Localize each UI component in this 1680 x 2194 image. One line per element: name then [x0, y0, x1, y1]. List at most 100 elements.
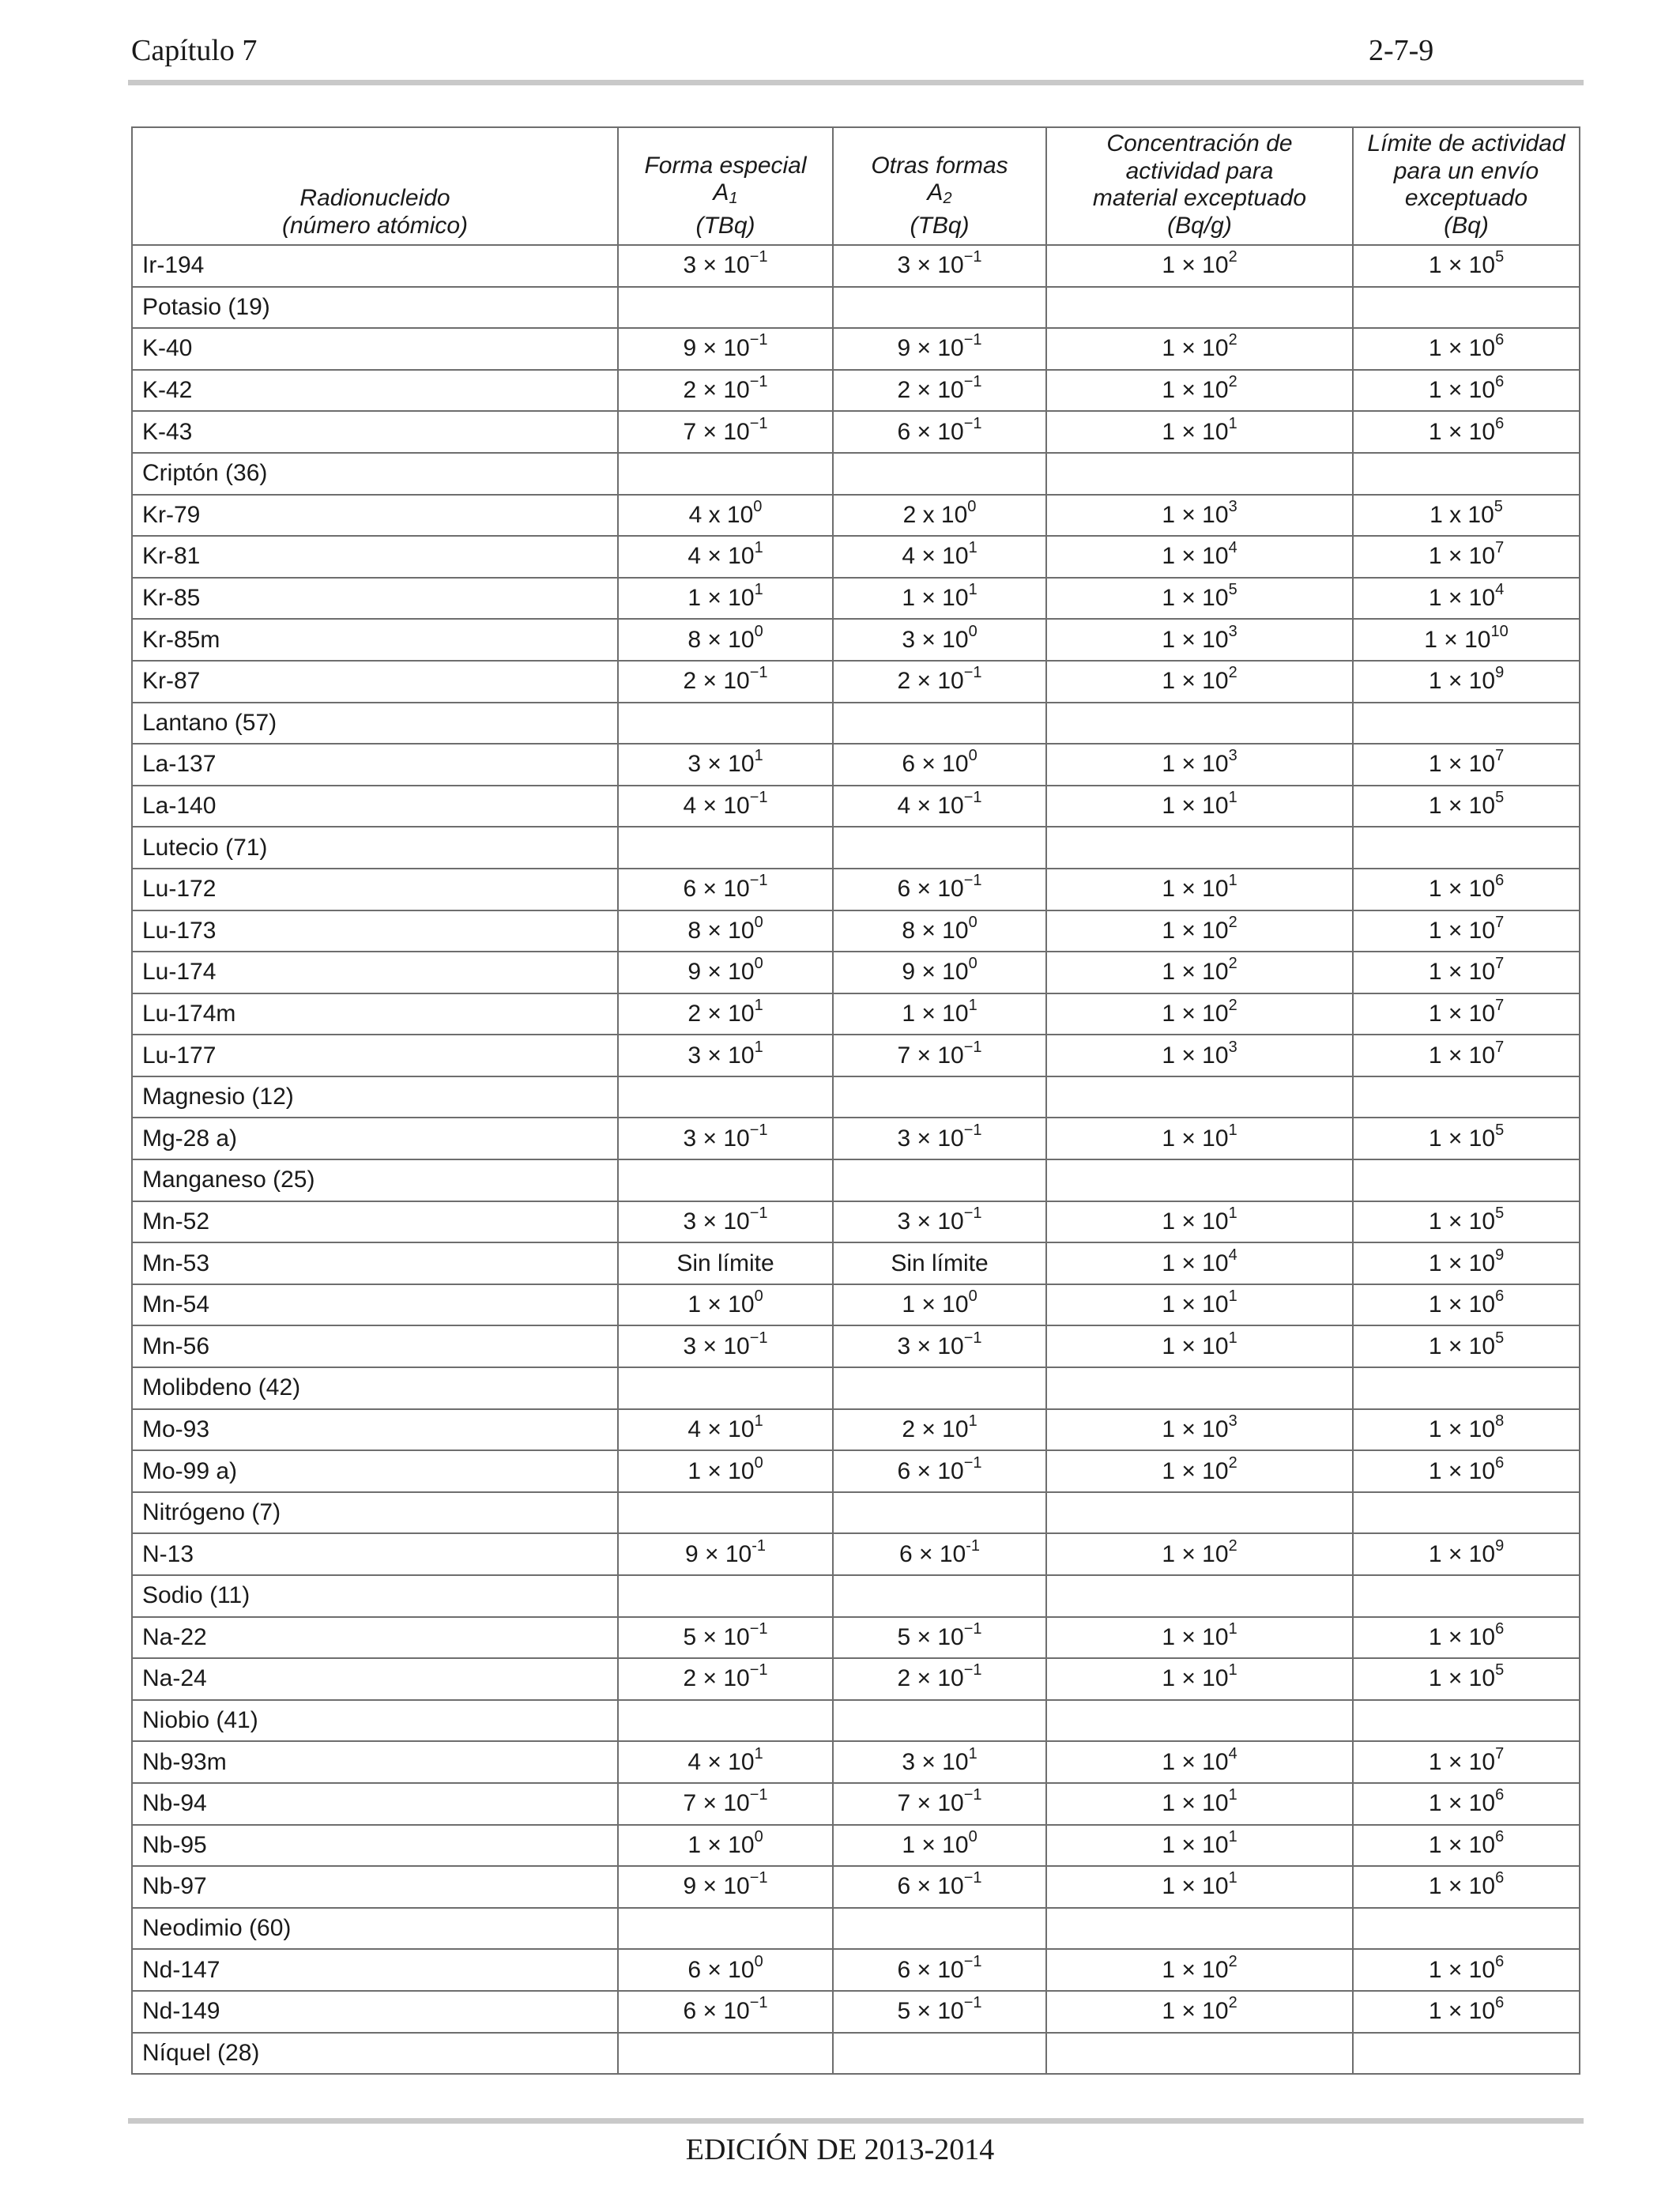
exponent: −1: [749, 872, 768, 890]
a2-cell: 9 × 10−1: [832, 327, 1047, 371]
exponent: 2: [1228, 331, 1237, 349]
a2-cell: 7 × 10−1: [832, 1781, 1047, 1826]
table-row: Mg-28 a) 3 × 10−1 3 × 10−1 1 × 101 1 × 105: [131, 1117, 1580, 1161]
a2-cell: 3 × 10−1: [832, 1200, 1047, 1244]
a2-cell: [832, 826, 1047, 869]
concentration-cell: [1045, 451, 1354, 496]
a2-cell: [832, 285, 1047, 330]
exponent: 2: [1228, 1994, 1237, 2012]
table-row: Magnesio (12): [131, 1075, 1580, 1119]
a2-cell: [832, 1906, 1047, 1951]
limit-cell: 1 × 107: [1352, 535, 1580, 579]
limit-cell: [1352, 1075, 1580, 1119]
a1-cell: 3 × 10−1: [617, 1117, 834, 1161]
table-row: Lu-173 8 × 100 8 × 100 1 × 102 1 × 107: [131, 909, 1580, 953]
table-row: Níquel (28): [131, 2031, 1580, 2075]
a2-cell: [832, 1574, 1047, 1618]
table-row: Neodimio (60): [131, 1906, 1580, 1951]
table-row: Nb-95 1 × 100 1 × 100 1 × 101 1 × 106: [131, 1823, 1580, 1868]
concentration-cell: 1 × 102: [1045, 244, 1354, 288]
a2-cell: 3 × 10−1: [832, 244, 1047, 288]
a1-cell: 2 × 10−1: [617, 659, 834, 703]
concentration-cell: [1045, 1367, 1354, 1410]
table-row: Lantano (57): [131, 701, 1580, 745]
nuclide-cell: Lantano (57): [131, 701, 619, 745]
exponent: 1: [754, 747, 763, 765]
nuclide-cell: K-42: [131, 368, 619, 413]
a1-cell: 8 × 100: [617, 909, 834, 953]
nuclide-cell: Kr-87: [131, 659, 619, 703]
exponent: 1: [1228, 1329, 1237, 1347]
concentration-cell: 1 × 101: [1045, 1200, 1354, 1244]
exponent: 1: [754, 996, 763, 1014]
page-number: 2-7-9: [1369, 34, 1434, 67]
table-row: Mn-52 3 × 10−1 3 × 10−1 1 × 101 1 × 105: [131, 1200, 1580, 1244]
header-text: Otras formas: [871, 152, 1008, 179]
nuclide-cell: Níquel (28): [131, 2031, 619, 2075]
exponent: 7: [1495, 913, 1505, 931]
exponent: -1: [966, 1536, 981, 1555]
exponent: 0: [754, 1952, 763, 1970]
a1-cell: [617, 1574, 834, 1618]
concentration-cell: [1045, 1698, 1354, 1743]
exponent: −1: [963, 1121, 982, 1139]
exponent: 0: [968, 622, 977, 640]
header-text: para un envío: [1393, 157, 1539, 184]
exponent: −1: [963, 1869, 982, 1887]
limit-cell: [1352, 1367, 1580, 1410]
a2-cell: [832, 1075, 1047, 1119]
a2-cell: 9 × 100: [832, 951, 1047, 994]
a1-cell: 6 × 10−1: [617, 867, 834, 911]
table-row: Kr-81 4 × 101 4 × 101 1 × 104 1 × 107: [131, 535, 1580, 579]
table-row: La-140 4 × 10−1 4 × 10−1 1 × 101 1 × 105: [131, 784, 1580, 828]
nuclide-cell: Mn-52: [131, 1200, 619, 1244]
nuclide-cell: Mo-93: [131, 1408, 619, 1452]
exponent: 5: [1495, 1329, 1505, 1347]
exponent: 2: [1228, 955, 1237, 973]
a1-cell: [617, 826, 834, 869]
exponent: 5: [1495, 789, 1505, 807]
limit-cell: [1352, 1906, 1580, 1951]
table-row: Ir-194 3 × 10−1 3 × 10−1 1 × 102 1 × 105: [131, 244, 1580, 288]
exponent: −1: [963, 1204, 982, 1222]
exponent: 1: [1228, 414, 1237, 432]
concentration-cell: [1045, 701, 1354, 745]
exponent: 2: [1228, 373, 1237, 391]
table-row: Mo-99 a) 1 × 100 6 × 10−1 1 × 102 1 × 106: [131, 1449, 1580, 1493]
exponent: 1: [754, 539, 763, 557]
nuclide-cell: K-43: [131, 410, 619, 454]
exponent: 9: [1495, 664, 1505, 682]
table-row: Lu-177 3 × 101 7 × 10−1 1 × 103 1 × 107: [131, 1034, 1580, 1077]
header-text: material exceptuado: [1092, 185, 1307, 211]
concentration-cell: [1045, 1159, 1354, 1202]
a1-cell: [617, 1698, 834, 1743]
a1-cell: 1 × 100: [617, 1449, 834, 1493]
a1-cell: 3 × 10−1: [617, 1325, 834, 1369]
header-a1: Forma especial A1 (TBq): [617, 126, 834, 246]
nuclide-cell: Nb-95: [131, 1823, 619, 1868]
limit-cell: [1352, 2031, 1580, 2075]
a2-cell: [832, 1698, 1047, 1743]
nuclide-cell: Nd-149: [131, 1989, 619, 2034]
exponent: 7: [1495, 996, 1505, 1014]
limit-cell: 1 × 107: [1352, 1740, 1580, 1784]
exponent: 1: [1228, 789, 1237, 807]
a2-cell: 6 × 10−1: [832, 410, 1047, 454]
a2-cell: 8 × 100: [832, 909, 1047, 953]
exponent: 1: [754, 1412, 763, 1430]
limit-cell: 1 × 106: [1352, 1865, 1580, 1909]
exponent: 5: [1495, 1661, 1505, 1679]
a2-cell: 2 × 10−1: [832, 1657, 1047, 1701]
concentration-cell: 1 × 102: [1045, 1948, 1354, 1992]
a1-cell: 9 × 10−1: [617, 1865, 834, 1909]
a1-cell: 4 x 100: [617, 493, 834, 537]
a2-cell: 2 × 10−1: [832, 659, 1047, 703]
concentration-cell: 1 × 104: [1045, 1740, 1354, 1784]
a2-cell: 3 × 10−1: [832, 1325, 1047, 1369]
nuclide-cell: La-137: [131, 743, 619, 786]
table-row: K-43 7 × 10−1 6 × 10−1 1 × 101 1 × 106: [131, 410, 1580, 454]
table-row: Na-22 5 × 10−1 5 × 10−1 1 × 101 1 × 106: [131, 1615, 1580, 1660]
concentration-cell: 1 × 102: [1045, 1532, 1354, 1576]
header-symbol: A1: [619, 179, 832, 213]
exponent: 1: [1228, 1204, 1237, 1222]
